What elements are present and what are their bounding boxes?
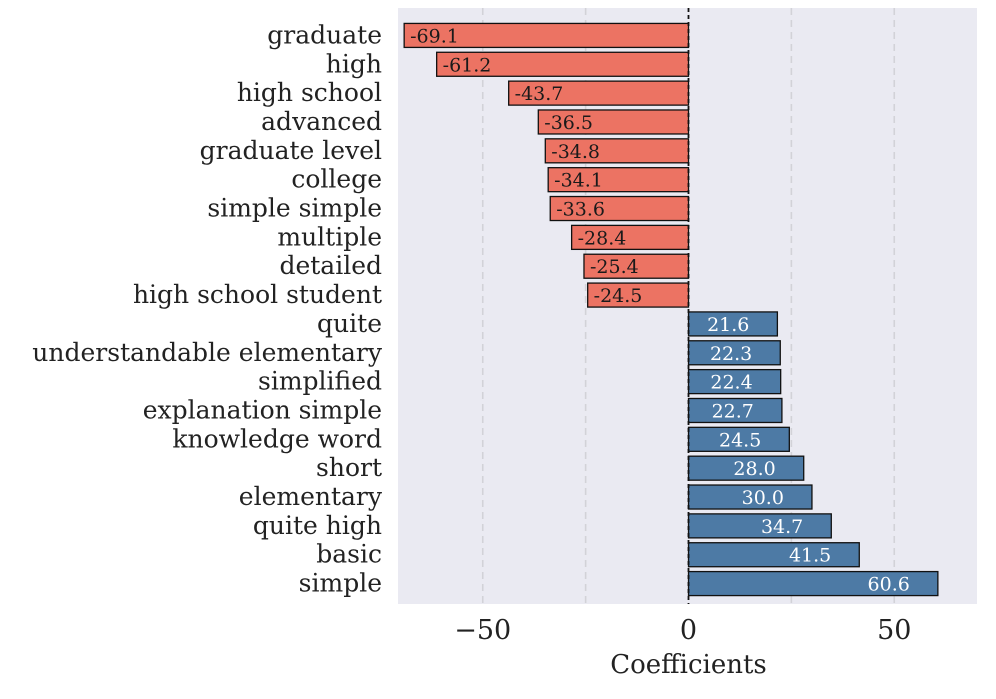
category-label: high school: [237, 78, 382, 107]
bar: [508, 80, 690, 106]
bar-value-label: -43.7: [515, 83, 564, 105]
category-label: quite high: [253, 511, 382, 540]
bar-value-label: 41.5: [789, 545, 831, 567]
bar-value-label: 34.7: [761, 516, 803, 538]
bar: [537, 109, 690, 135]
bar-value-label: 30.0: [742, 487, 784, 509]
bar-value-label: 21.6: [707, 314, 749, 336]
category-label: quite: [317, 309, 382, 338]
category-label: elementary: [239, 482, 383, 511]
bar: [687, 340, 781, 366]
category-label: understandable elementary: [32, 338, 383, 367]
bar: [687, 570, 939, 597]
bar-value-label: -34.8: [551, 141, 600, 163]
bar-value-label: -34.1: [554, 170, 603, 192]
bar-value-label: 22.3: [710, 343, 752, 365]
bar-value-label: 28.0: [733, 458, 775, 480]
category-label: multiple: [277, 222, 382, 251]
bar-value-label: -61.2: [443, 54, 492, 76]
category-label: graduate: [267, 20, 382, 49]
bar-value-label: 60.6: [868, 574, 910, 596]
bar: [687, 368, 782, 395]
bar: [547, 167, 690, 193]
bar-value-label: 24.5: [719, 429, 761, 451]
category-label: graduate level: [200, 136, 382, 165]
bars: -69.1 -61.2 -43.7 -36.5 -34.8 -34.1 -33.6 -28.4…: [403, 22, 939, 597]
bar-value-label: -36.5: [544, 112, 593, 134]
x-axis-title: Coefficients: [610, 650, 767, 680]
bar: [436, 51, 690, 77]
bar: [687, 397, 783, 424]
x-tick-label: −50: [454, 615, 511, 646]
category-label: knowledge word: [172, 424, 382, 453]
category-label: explanation simple: [143, 395, 382, 424]
category-label: college: [291, 165, 382, 194]
category-label: simple: [299, 569, 382, 598]
x-tick-label: 50: [877, 615, 911, 646]
bar: [687, 513, 832, 539]
category-label: high school student: [133, 280, 382, 309]
bar: [403, 22, 690, 49]
category-label: advanced: [261, 107, 382, 136]
category-label: basic: [316, 540, 382, 569]
category-label: simplified: [258, 367, 382, 396]
category-label: detailed: [279, 251, 382, 280]
bar: [687, 455, 805, 481]
bar: [687, 542, 860, 568]
bar: [549, 195, 690, 222]
bar: [570, 224, 690, 251]
bar: [687, 484, 813, 510]
bar-value-label: -33.6: [556, 199, 605, 221]
x-tick-labels: −50 0 50: [454, 615, 911, 646]
bar: [544, 138, 690, 164]
bar-value-label: -28.4: [578, 227, 627, 249]
bar-value-label: -24.5: [594, 285, 643, 307]
category-label: high: [326, 49, 382, 78]
bar: [583, 253, 690, 279]
x-tick-label: 0: [680, 615, 697, 646]
bar: [687, 426, 790, 452]
bar-value-label: -25.4: [590, 256, 639, 278]
bar-value-label: -69.1: [410, 25, 459, 47]
bar-value-label: 22.7: [712, 400, 754, 422]
category-label: simple simple: [207, 194, 382, 223]
category-label: short: [316, 453, 382, 482]
bar-value-label: 22.4: [710, 372, 752, 394]
